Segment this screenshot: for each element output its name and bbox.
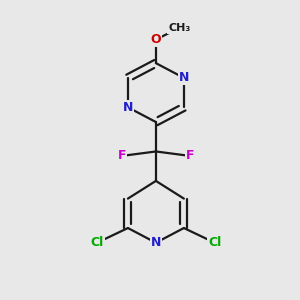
Text: CH₃: CH₃ — [168, 23, 190, 33]
Text: Cl: Cl — [208, 236, 221, 249]
Text: N: N — [151, 236, 161, 249]
Text: N: N — [123, 101, 133, 114]
Text: F: F — [118, 149, 126, 162]
Text: N: N — [179, 71, 189, 84]
Text: F: F — [185, 149, 194, 162]
Text: Cl: Cl — [90, 236, 104, 249]
Text: O: O — [151, 33, 161, 46]
